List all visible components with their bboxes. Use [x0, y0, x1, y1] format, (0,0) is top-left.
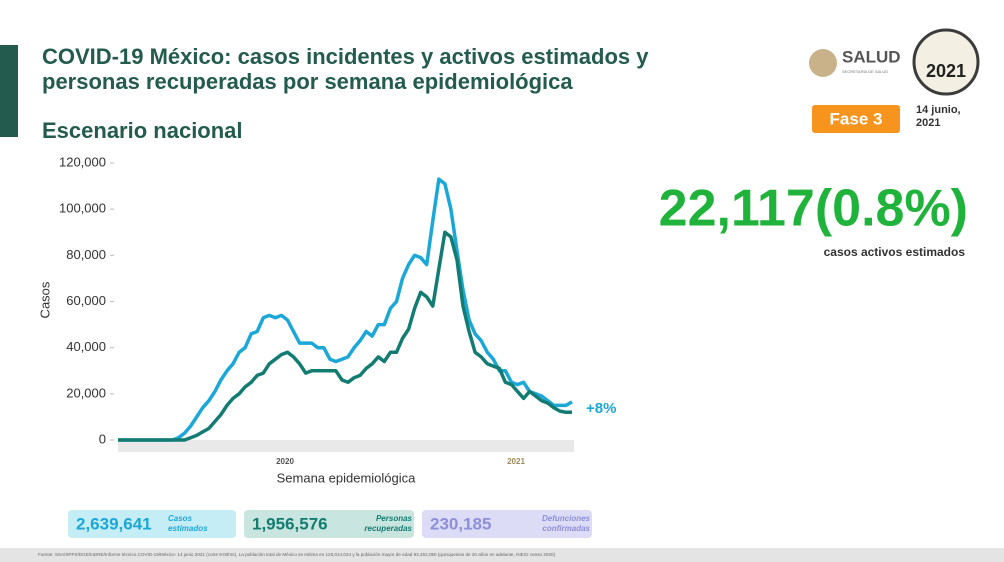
y-tick-label: 0: [99, 431, 106, 446]
date: 14 junio, 2021: [916, 104, 961, 129]
total-box: [68, 510, 236, 538]
salud-emblem: [809, 49, 837, 77]
total-box: [422, 510, 592, 538]
y-tick-label: 120,000: [59, 154, 106, 169]
total-label: Casos estimados: [168, 514, 208, 533]
total-label-box: Defunciones confirmadas: [541, 514, 590, 533]
highlight-label: casos activos estimados: [824, 245, 966, 259]
title: personas recuperadas por semana epidemio…: [42, 69, 573, 94]
series-line: [118, 177, 573, 442]
date-box: 14 junio, 2021: [916, 104, 961, 129]
total-box: [244, 510, 414, 538]
y-tick-label: 100,000: [59, 201, 106, 216]
year-logo: 2021: [926, 61, 966, 81]
total-label: Personas recuperadas: [364, 514, 412, 533]
accent-bar: [0, 45, 18, 137]
y-tick-label: 60,000: [66, 293, 106, 308]
y-tick-label: 40,000: [66, 339, 106, 354]
x-axis-label: Semana epidemiológica: [277, 470, 417, 485]
total-value: 1,956,576: [252, 514, 328, 533]
series-line: [118, 230, 572, 442]
y-tick-label: 80,000: [66, 247, 106, 262]
total-value: 2,639,641: [76, 514, 152, 533]
y-tick-label: 20,000: [66, 385, 106, 400]
salud-sub: SECRETARÍA DE SALUD: [842, 69, 888, 74]
footer: Fuente: SSA/SPPS/DGE/InDRE/Informe técni…: [38, 552, 556, 557]
title: COVID-19 México: casos incidentes y acti…: [42, 44, 649, 69]
total-label: Defunciones confirmadas: [541, 514, 590, 533]
phase: Fase 3: [830, 109, 883, 128]
x-group-label: 2020: [276, 457, 294, 466]
total-label-box: Casos estimados: [168, 514, 208, 533]
annotation: +8%: [586, 400, 616, 417]
highlight-value: 22,117(0.8%): [659, 180, 968, 238]
x-group-label: 2021: [507, 457, 525, 466]
footer-bar: [0, 548, 1004, 562]
x-axis-band: [118, 440, 574, 452]
salud-logo: SALUD: [842, 47, 901, 66]
year-emblem: [912, 28, 980, 96]
y-axis-label: Casos: [37, 281, 52, 318]
total-label-box: Personas recuperadas: [364, 514, 412, 533]
phase-badge: [812, 105, 900, 133]
subtitle: Escenario nacional: [42, 118, 243, 143]
total-value: 230,185: [430, 514, 491, 533]
